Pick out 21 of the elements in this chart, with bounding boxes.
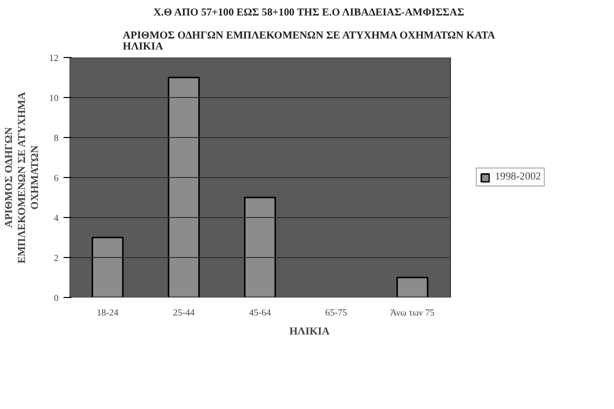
x-tick-label: 25-44 [172,308,196,318]
bar [92,236,124,298]
y-tick-label: 6 [54,174,59,184]
chart-subtitle: ΑΡΙΘΜΟΣ ΟΔΗΓΩΝ ΕΜΠΛΕΚΟΜΕΝΩΝ ΣΕ ΑΤΥΧΗΜΑ ΟΧΗΜΑΤΩΝ ΚΑΤΑ ΗΛΙΚΙΑ [122,30,496,52]
y-tick-label: 8 [54,134,59,144]
y-tick-label: 0 [54,294,59,304]
y-tick-label: 12 [49,54,59,64]
bar [168,76,200,298]
bar [244,196,276,298]
y-tick-label: 2 [54,254,59,264]
x-tick-label: Άνω των 75 [390,308,435,318]
y-tick-label: 4 [54,214,59,224]
y-axis-title: ΑΡΙΘΜΟΣ ΟΔΗΓΩΝ ΕΜΠΛΕΚΟΜΕΝΩΝ ΣΕ ΑΤΥΧΗΜΑ ΟΧΗΜΑΤΩΝ [4,92,42,264]
bar [396,276,428,298]
x-tick-label: 45-64 [249,308,272,318]
x-tick-label: 18-24 [96,308,119,318]
legend-label: 1998-2002 [494,172,541,182]
chart-title: Χ.Θ ΑΠΟ 57+100 ΕΩΣ 58+100 ΤΗΣ Ε.Ο ΛΙΒΑΔΕΙΑΣ-ΑΜΦΙΣΣΑΣ [153,8,464,18]
x-tick-label: 65-75 [325,308,348,318]
y-tick-label: 10 [49,94,59,104]
x-axis-title: ΗΛΙΚΙΑ [289,326,330,338]
